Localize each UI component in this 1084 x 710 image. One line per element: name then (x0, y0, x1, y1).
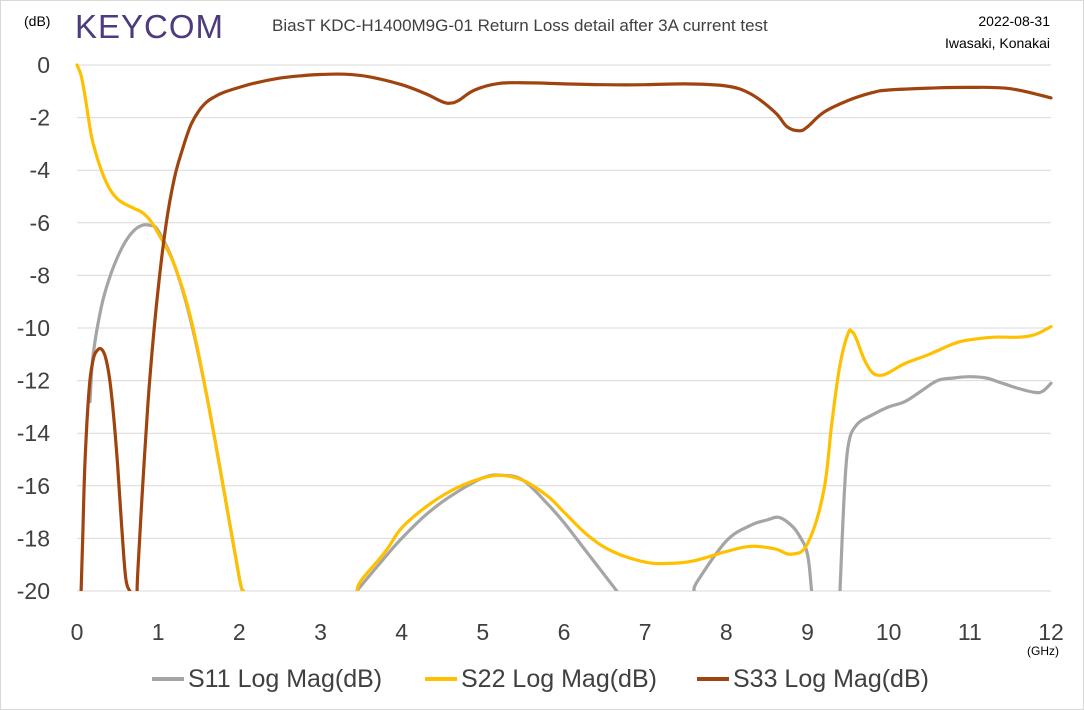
series-line-s11 (838, 375, 1053, 591)
legend-item-s33: S33 Log Mag(dB) (697, 664, 929, 694)
series-line-s22 (75, 63, 245, 591)
series-line-s33 (79, 346, 132, 591)
series-line-s33 (135, 72, 1053, 591)
x-tick-label: 12 (1038, 619, 1064, 645)
x-tick-label: 7 (639, 619, 652, 645)
y-tick-label: -6 (30, 210, 50, 236)
x-tick-label: 11 (958, 619, 982, 645)
chart-title: BiasT KDC-H1400M9G-01 Return Loss detail… (272, 16, 768, 35)
y-tick-label: -10 (17, 315, 50, 341)
x-tick-label: 0 (71, 619, 84, 645)
y-tick-label: -12 (17, 368, 50, 394)
tick-labels: 0-2-4-6-8-10-12-14-16-18-200 1 2 3 4 5 6 7 8 9 10 1… (17, 52, 1064, 645)
x-tick-label: 2 (233, 619, 246, 645)
y-tick-label: -8 (30, 262, 50, 288)
chart-authors: Iwasaki, Konakai (944, 35, 1050, 51)
chart-date: 2022-08-31 (978, 13, 1050, 29)
x-axis-unit: (GHz) (1027, 644, 1059, 658)
legend-label: S11 Log Mag(dB) (188, 664, 383, 693)
y-tick-label: 0 (37, 52, 50, 78)
x-tick-label: 6 (558, 619, 571, 645)
y-tick-label: -16 (17, 473, 50, 499)
gridlines (77, 64, 1051, 592)
y-tick-label: -4 (30, 157, 51, 183)
legend-swatch (152, 677, 184, 681)
legend-swatch (425, 677, 457, 681)
legend-swatch (697, 677, 729, 681)
legend-item-s22: S22 Log Mag(dB) (425, 664, 657, 694)
x-tick-label: 5 (476, 619, 489, 645)
chart-legend: S11 Log Mag(dB) S22 Log Mag(dB) S33 Log Ma… (0, 660, 1084, 700)
legend-label: S33 Log Mag(dB) (733, 664, 929, 693)
y-tick-label: -2 (30, 105, 50, 131)
x-tick-label: 1 (152, 619, 165, 645)
y-tick-label: -18 (17, 525, 50, 551)
x-tick-label: 8 (720, 619, 733, 645)
legend-label: S22 Log Mag(dB) (461, 664, 657, 693)
x-tick-label: 9 (801, 619, 814, 645)
series-line-s22 (355, 325, 1053, 591)
x-tick-label: 4 (395, 619, 408, 645)
legend-item-s11: S11 Log Mag(dB) (152, 664, 382, 694)
x-tick-label: 10 (876, 619, 902, 645)
keycom-logo: KEYCOM (75, 8, 225, 45)
series-line-s11 (692, 515, 814, 591)
line-chart: 0-2-4-6-8-10-12-14-16-18-200 1 2 3 4 5 6 7 8 9 10 1… (17, 52, 1064, 645)
y-tick-label: -20 (17, 578, 50, 604)
y-axis-unit: (dB) (24, 13, 51, 29)
x-tick-label: 3 (314, 619, 327, 645)
plot-area (75, 63, 1053, 591)
y-tick-label: -14 (17, 420, 50, 446)
